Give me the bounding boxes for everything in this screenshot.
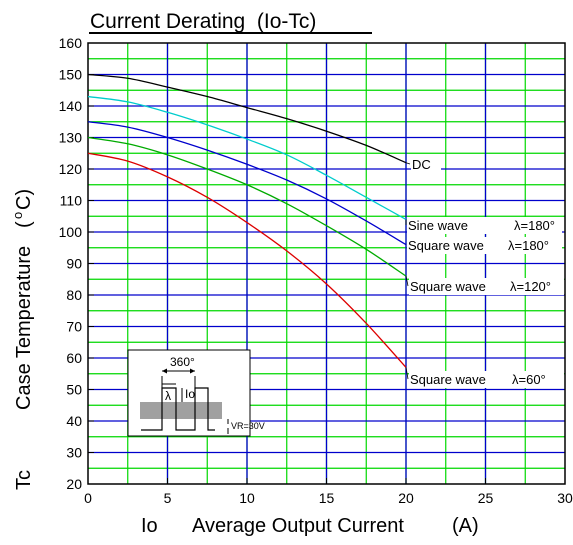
y-axis-unit-rest: C) xyxy=(13,189,35,210)
inset-current-label: Io xyxy=(185,387,195,401)
y-tick-label: 110 xyxy=(60,193,83,209)
series-label-bg xyxy=(409,278,564,295)
y-tick-label: 80 xyxy=(66,287,82,303)
series-line-1 xyxy=(87,95,407,220)
x-tick-label: 0 xyxy=(84,490,92,506)
series-line-0 xyxy=(87,73,407,164)
series-label: Square wave xyxy=(410,279,486,294)
series-line-3 xyxy=(87,136,407,277)
series-lambda-label: λ=120° xyxy=(510,279,551,294)
series-lines xyxy=(87,73,407,368)
series-label: DC xyxy=(412,157,431,172)
inset-period-arrowhead-right xyxy=(190,368,195,374)
grid xyxy=(88,43,565,484)
y-tick-label: 120 xyxy=(59,161,83,177)
y-tick-label: 20 xyxy=(66,476,82,492)
series-line-4 xyxy=(87,152,407,368)
y-tick-label: 90 xyxy=(66,256,82,272)
x-tick-label: 25 xyxy=(478,490,494,506)
series-label: Sine wave xyxy=(408,218,468,233)
series-labels: DC Sine wave λ=180° Square wave λ=180° Square… xyxy=(405,156,564,388)
series-lambda-label: λ=60° xyxy=(512,372,546,387)
series-label-bg xyxy=(409,371,564,388)
tick-labels: 20 30 40 50 60 70 80 90 100 110 120 130 140 150 160 0 5 1… xyxy=(59,35,573,506)
y-tick-label: 60 xyxy=(66,350,82,366)
y-tick-label: 150 xyxy=(59,67,83,83)
inset-angle-label: 360° xyxy=(170,355,195,369)
y-tick-label: 50 xyxy=(66,382,82,398)
inset-voltage-label: VR=30V xyxy=(231,421,265,431)
x-tick-label: 10 xyxy=(239,490,255,506)
series-lambda-label: λ=180° xyxy=(514,218,555,233)
y-tick-label: 140 xyxy=(59,98,83,114)
series-label-leader xyxy=(405,276,409,287)
x-tick-label: 30 xyxy=(557,490,573,506)
y-axis-unit-open: ( xyxy=(13,221,35,228)
series-label: Square wave xyxy=(408,238,484,253)
x-axis-unit: (A) xyxy=(452,515,479,537)
chart-title: Current Derating (Io-Tc) xyxy=(90,10,316,33)
x-tick-label: 20 xyxy=(398,490,414,506)
waveform-inset: 360° λ Io VR=30V xyxy=(127,349,265,437)
y-tick-label: 30 xyxy=(66,445,82,461)
y-axis-title: Case Temperature xyxy=(13,246,35,410)
y-axis-unit-sup: o xyxy=(10,212,25,219)
series-label-bg xyxy=(407,237,562,254)
series-label-leader xyxy=(405,367,409,380)
y-tick-label: 70 xyxy=(66,319,82,335)
y-axis-symbol: Tc xyxy=(13,470,35,490)
x-axis-symbol: Io xyxy=(141,515,158,537)
y-tick-label: 130 xyxy=(59,130,83,146)
inset-box xyxy=(127,349,251,437)
y-tick-label: 100 xyxy=(59,224,83,240)
series-label: Square wave xyxy=(410,372,486,387)
x-tick-label: 5 xyxy=(164,490,172,506)
inset-period-arrowhead-left xyxy=(162,368,167,374)
y-axis-label-group: Tc Case Temperature ( o C) xyxy=(10,189,35,490)
series-line-2 xyxy=(87,121,407,246)
y-tick-label: 160 xyxy=(59,35,83,51)
inset-lambda-label: λ xyxy=(165,389,171,403)
inset-voltage-band xyxy=(140,402,222,419)
series-label-leader xyxy=(405,162,411,165)
inset-waveform xyxy=(141,387,215,431)
series-lambda-label: λ=180° xyxy=(508,238,549,253)
y-tick-label: 40 xyxy=(66,413,82,429)
x-tick-label: 15 xyxy=(319,490,335,506)
series-label-bg xyxy=(407,217,562,234)
series-label-bg xyxy=(411,156,441,173)
x-axis-title: Average Output Current xyxy=(192,515,404,537)
